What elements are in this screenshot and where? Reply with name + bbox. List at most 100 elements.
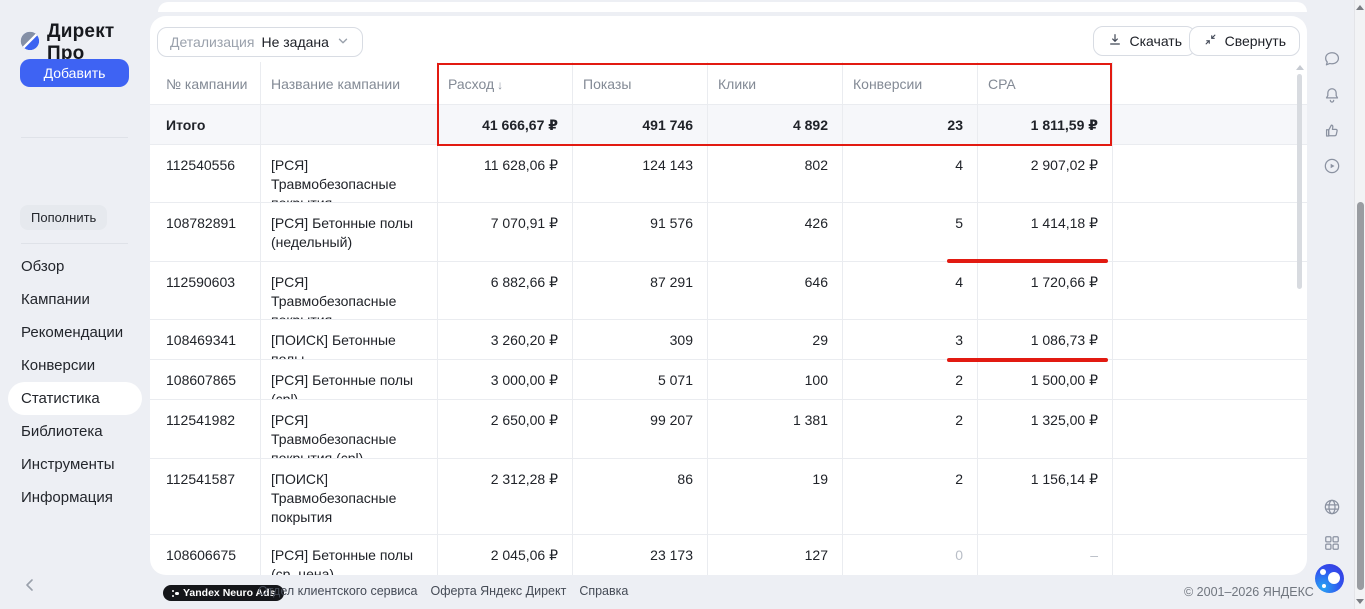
- cell-impressions: 23 173: [572, 535, 707, 575]
- cell-impressions: 86: [572, 459, 707, 534]
- collapse-button[interactable]: Свернуть: [1189, 26, 1300, 56]
- cell-campaign-name: [РСЯ] Травмобезопасные покрытия (cpl): [260, 400, 437, 458]
- thumbs-up-icon[interactable]: [1322, 121, 1342, 141]
- cell-campaign-name: [РСЯ] Бетонные полы (недельный): [260, 203, 437, 261]
- scrollbar-thumb[interactable]: [1357, 202, 1364, 590]
- cell-campaign-id: 108607865: [150, 360, 260, 399]
- table-row[interactable]: 108607865 [РСЯ] Бетонные полы (cpl) 3 00…: [150, 360, 1307, 400]
- sidebar-item-tools[interactable]: Инструменты: [8, 448, 142, 481]
- sidebar-item-recommendations[interactable]: Рекомендации: [8, 316, 142, 349]
- collapse-icon: [1203, 32, 1218, 50]
- cell-cost: 3 000,00 ₽: [437, 360, 572, 399]
- footer-link-client-service[interactable]: Отдел клиентского сервиса: [258, 584, 417, 598]
- col-header-campaign-id[interactable]: № кампании: [150, 62, 260, 104]
- chat-icon[interactable]: [1322, 49, 1342, 69]
- cell-clicks: 646: [707, 262, 842, 319]
- totals-row: Итого 41 666,67 ₽ 491 746 4 892 23 1 811…: [150, 105, 1307, 145]
- cell-campaign-id: 112541587: [150, 459, 260, 534]
- scroll-up-icon[interactable]: [1356, 5, 1364, 10]
- footer-link-offer[interactable]: Оферта Яндекс Директ: [430, 584, 566, 598]
- cell-conversions: 4: [842, 262, 977, 319]
- sidebar-divider: [21, 137, 128, 138]
- cell-campaign-name: [ПОИСК] Травмобезопасные покрытия: [260, 459, 437, 534]
- cell-cpa: 1 156,14 ₽: [977, 459, 1112, 534]
- totals-clicks: 4 892: [707, 105, 842, 144]
- col-header-campaign-name[interactable]: Название кампании: [260, 62, 437, 104]
- cell-conversions: 0: [842, 535, 977, 575]
- table-row[interactable]: 108606675 [РСЯ] Бетонные полы (ср. цена)…: [150, 535, 1307, 575]
- cell-cpa: 1 086,73 ₽: [977, 320, 1112, 359]
- table-row[interactable]: 112590603 [РСЯ] Травмобезопасные покрыти…: [150, 262, 1307, 320]
- cell-cost: 2 045,06 ₽: [437, 535, 572, 575]
- cell-campaign-id: 112541982: [150, 400, 260, 458]
- footer: Yandex Neuro Ads Отдел клиентского серви…: [0, 578, 1354, 609]
- sidebar-item-overview[interactable]: Обзор: [8, 250, 142, 283]
- bell-icon[interactable]: [1322, 85, 1342, 105]
- cell-cpa: 2 907,02 ₽: [977, 145, 1112, 202]
- cell-clicks: 127: [707, 535, 842, 575]
- direct-pro-logo-icon: [19, 30, 41, 57]
- table-row[interactable]: 108469341 [ПОИСК] Бетонные полы 3 260,20…: [150, 320, 1307, 360]
- top-card-edge: [158, 2, 1307, 12]
- sidebar-item-library[interactable]: Библиотека: [8, 415, 142, 448]
- footer-links: Отдел клиентского сервиса Оферта Яндекс …: [258, 584, 628, 598]
- table-row[interactable]: 108782891 [РСЯ] Бетонные полы (недельный…: [150, 203, 1307, 262]
- browser-scrollbar[interactable]: [1354, 0, 1365, 609]
- download-icon: [1107, 32, 1123, 51]
- col-header-cpa[interactable]: CPA: [977, 62, 1112, 104]
- cell-campaign-id: 108606675: [150, 535, 260, 575]
- download-button[interactable]: Скачать: [1093, 26, 1197, 56]
- sidebar-item-information[interactable]: Информация: [8, 481, 142, 514]
- sort-desc-icon: ↓: [497, 78, 503, 92]
- cell-clicks: 19: [707, 459, 842, 534]
- statistics-table: № кампании Название кампании Расход↓ Пок…: [150, 62, 1307, 575]
- dropdown-label: Детализация: [170, 34, 254, 50]
- col-header-cost[interactable]: Расход↓: [437, 62, 572, 104]
- sidebar-divider: [21, 243, 128, 244]
- cell-impressions: 309: [572, 320, 707, 359]
- col-header-conversions[interactable]: Конверсии: [842, 62, 977, 104]
- cell-clicks: 802: [707, 145, 842, 202]
- detalization-dropdown[interactable]: Детализация Не задана: [157, 27, 363, 57]
- col-header-impressions[interactable]: Показы: [572, 62, 707, 104]
- table-scroll-up-icon[interactable]: [1296, 65, 1304, 70]
- cell-cpa: 1 500,00 ₽: [977, 360, 1112, 399]
- play-icon[interactable]: [1322, 156, 1342, 176]
- cell-cpa: 1 414,18 ₽: [977, 203, 1112, 261]
- cell-clicks: 1 381: [707, 400, 842, 458]
- table-row[interactable]: 112541587 [ПОИСК] Травмобезопасные покры…: [150, 459, 1307, 535]
- table-header-row: № кампании Название кампании Расход↓ Пок…: [150, 62, 1307, 105]
- table-row[interactable]: 112540556 [РСЯ] Травмобезопасные покрыти…: [150, 145, 1307, 203]
- sidebar-item-statistics[interactable]: Статистика: [8, 382, 142, 415]
- cell-impressions: 99 207: [572, 400, 707, 458]
- cell-conversions: 3: [842, 320, 977, 359]
- cell-conversions: 2: [842, 400, 977, 458]
- table-row[interactable]: 112541982 [РСЯ] Травмобезопасные покрыти…: [150, 400, 1307, 459]
- cell-cost: 7 070,91 ₽: [437, 203, 572, 261]
- cell-impressions: 91 576: [572, 203, 707, 261]
- totals-conversions: 23: [842, 105, 977, 144]
- cell-campaign-name: [РСЯ] Травмобезопасные покрытия: [260, 145, 437, 202]
- cell-conversions: 2: [842, 459, 977, 534]
- neuro-sparkle-icon: [172, 589, 179, 598]
- dropdown-value: Не задана: [261, 34, 328, 50]
- col-header-clicks[interactable]: Клики: [707, 62, 842, 104]
- cell-campaign-id: 112590603: [150, 262, 260, 319]
- add-button[interactable]: Добавить: [20, 59, 129, 87]
- chevron-down-icon: [336, 34, 350, 51]
- statistics-card: Детализация Не задана Скачать Свернуть №…: [150, 16, 1307, 575]
- topup-button[interactable]: Пополнить: [20, 205, 107, 230]
- cell-campaign-name: [РСЯ] Травмобезопасные покрытия: [260, 262, 437, 319]
- table-scrollbar[interactable]: [1297, 74, 1302, 289]
- globe-icon[interactable]: [1322, 497, 1342, 517]
- totals-cpa: 1 811,59 ₽: [977, 105, 1112, 144]
- cell-impressions: 5 071: [572, 360, 707, 399]
- cell-campaign-id: 108469341: [150, 320, 260, 359]
- sidebar-item-conversions[interactable]: Конверсии: [8, 349, 142, 382]
- footer-link-help[interactable]: Справка: [579, 584, 628, 598]
- cell-cpa: 1 720,66 ₽: [977, 262, 1112, 319]
- sidebar-item-campaigns[interactable]: Кампании: [8, 283, 142, 316]
- totals-cost: 41 666,67 ₽: [437, 105, 572, 144]
- apps-grid-icon[interactable]: [1322, 533, 1342, 553]
- scroll-down-icon[interactable]: [1356, 599, 1364, 604]
